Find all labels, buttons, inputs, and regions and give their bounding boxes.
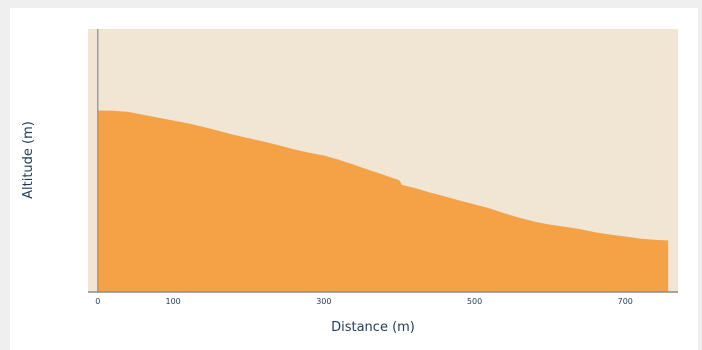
x-axis-title: Distance (m) xyxy=(331,320,415,335)
x-tick-label: 100 xyxy=(166,297,181,306)
x-tick-label: 300 xyxy=(316,297,331,306)
altitude-area xyxy=(97,110,669,292)
x-tick-label: 0 xyxy=(95,297,100,306)
x-tick-label: 700 xyxy=(618,297,633,306)
altitude-chart: 0 100 300 500 700 Distance (m) Altitude (m) xyxy=(21,29,678,335)
y-axis-title: Altitude (m) xyxy=(21,121,36,199)
chart-card: 0 100 300 500 700 Distance (m) Altitude (m) xyxy=(10,8,698,350)
x-axis-ticks: 0 100 300 500 700 xyxy=(95,297,633,306)
x-tick-label: 500 xyxy=(467,297,482,306)
